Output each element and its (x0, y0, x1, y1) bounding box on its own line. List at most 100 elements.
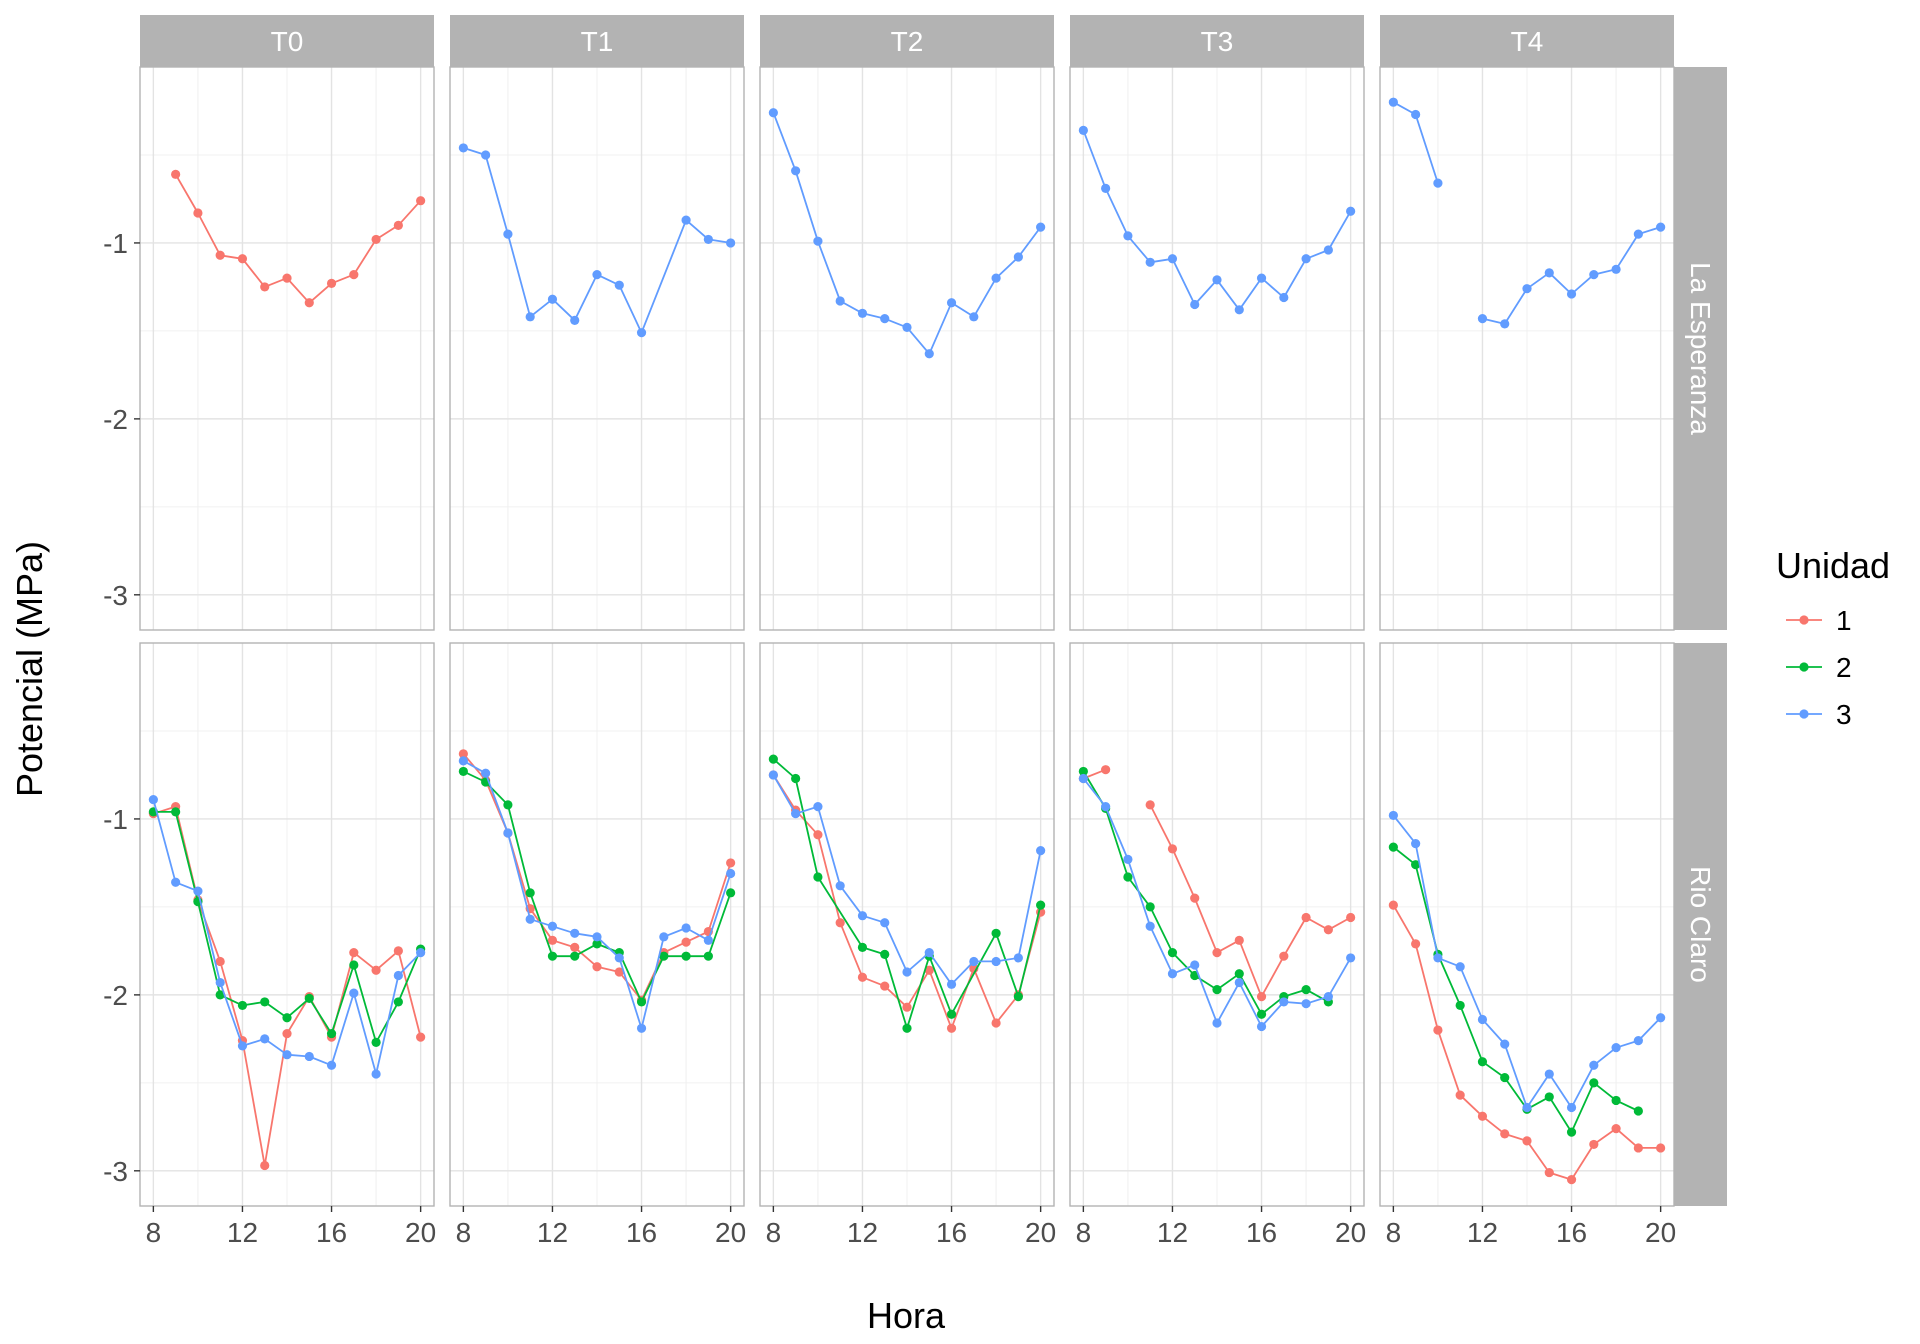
y-tick-label: -1 (103, 228, 128, 259)
data-point-unidad-1 (1323, 925, 1333, 935)
strip-background (450, 15, 744, 67)
legend-key-point (1799, 709, 1809, 719)
data-point-unidad-1 (1566, 1175, 1577, 1185)
data-point-unidad-3 (1633, 1036, 1643, 1046)
x-tick-label: 8 (1076, 1217, 1092, 1248)
data-point-unidad-1 (1477, 1111, 1488, 1121)
data-point-unidad-3 (969, 956, 979, 967)
strip-background (140, 15, 434, 67)
data-point-unidad-3 (215, 977, 225, 988)
data-point-unidad-2 (726, 888, 736, 898)
data-point-unidad-1 (924, 965, 934, 975)
x-tick-label: 20 (715, 1217, 746, 1248)
data-point-unidad-3 (813, 236, 823, 246)
data-point-unidad-2 (813, 872, 823, 882)
x-tick-label: 8 (1386, 1217, 1402, 1248)
data-point-unidad-3 (525, 312, 535, 322)
data-point-unidad-1 (1212, 948, 1222, 958)
data-point-unidad-3 (835, 296, 845, 306)
data-point-unidad-3 (791, 166, 801, 176)
panel-border (139, 642, 435, 1207)
data-point-unidad-3 (681, 923, 691, 933)
legend-entry-2: 2 (1786, 652, 1852, 683)
data-point-unidad-3 (1212, 1018, 1222, 1028)
data-point-unidad-1 (1279, 951, 1289, 961)
data-point-unidad-2 (1167, 948, 1178, 958)
data-point-unidad-1 (304, 298, 314, 308)
data-point-unidad-1 (393, 946, 403, 956)
legend-entry-1: 1 (1786, 605, 1852, 636)
data-point-unidad-1 (1433, 1025, 1443, 1035)
data-point-unidad-3 (1190, 960, 1200, 970)
data-point-unidad-3 (282, 1050, 292, 1060)
x-tick-label: 12 (227, 1217, 258, 1248)
data-point-unidad-3 (636, 1023, 647, 1033)
data-point-unidad-1 (835, 918, 845, 928)
data-point-unidad-3 (1544, 268, 1554, 278)
series-group-T1-la-esperanza (458, 143, 736, 338)
data-point-unidad-3 (1477, 313, 1488, 324)
data-point-unidad-3 (1346, 953, 1356, 963)
strip-background (1674, 643, 1727, 1206)
series-group-T3-la-esperanza (1078, 125, 1356, 315)
data-point-unidad-3 (1123, 231, 1133, 241)
data-point-unidad-3 (813, 802, 823, 812)
data-point-unidad-1 (416, 1032, 426, 1042)
data-point-unidad-1 (1656, 1143, 1666, 1153)
data-point-unidad-3 (1433, 178, 1443, 188)
x-tick-label: 12 (847, 1217, 878, 1248)
data-point-unidad-3 (1388, 97, 1398, 107)
data-point-unidad-3 (1477, 1014, 1488, 1025)
data-point-unidad-1 (1411, 939, 1421, 949)
data-point-unidad-1 (813, 830, 823, 840)
strip-label: T1 (581, 26, 614, 57)
data-point-unidad-2 (857, 942, 868, 952)
series-group-T4-rio-claro (1388, 810, 1666, 1185)
data-point-unidad-3 (1101, 802, 1111, 812)
data-point-unidad-3 (371, 1069, 381, 1079)
data-point-unidad-3 (1500, 1039, 1510, 1049)
data-point-unidad-2 (1013, 992, 1023, 1002)
data-point-unidad-3 (1234, 977, 1244, 988)
data-point-unidad-1 (946, 1023, 957, 1033)
x-tick-label: 16 (1246, 1217, 1277, 1248)
data-point-unidad-2 (503, 800, 513, 810)
data-point-unidad-2 (1500, 1072, 1510, 1083)
data-point-unidad-3 (946, 979, 957, 989)
panel-border (1069, 642, 1365, 1207)
legend-key-point (1799, 615, 1809, 625)
data-point-unidad-1 (1589, 1139, 1599, 1150)
x-tick-label: 12 (1157, 1217, 1188, 1248)
data-point-unidad-2 (991, 928, 1001, 938)
data-point-unidad-2 (1234, 969, 1244, 979)
x-tick-label: 16 (316, 1217, 347, 1248)
data-point-unidad-2 (1455, 1000, 1465, 1011)
y-tick-label: -3 (103, 580, 128, 611)
strip-T3: T3 (1070, 15, 1364, 67)
strip-rio-claro: Rio Claro (1674, 643, 1727, 1206)
data-point-unidad-3 (726, 238, 736, 248)
data-point-unidad-1 (416, 196, 426, 206)
data-point-unidad-3 (1256, 1021, 1267, 1032)
data-point-unidad-3 (1388, 810, 1398, 821)
series-group-T1-rio-claro (458, 749, 736, 1033)
strip-background (1070, 15, 1364, 67)
data-point-unidad-2 (1411, 860, 1421, 870)
data-point-unidad-2 (458, 766, 468, 777)
data-point-unidad-3 (991, 273, 1001, 283)
data-point-unidad-3 (1279, 292, 1289, 303)
data-point-unidad-3 (547, 921, 558, 931)
legend-entry-label: 3 (1836, 699, 1852, 730)
data-point-unidad-2 (636, 997, 647, 1007)
data-point-unidad-1 (902, 1002, 912, 1012)
data-point-unidad-1 (1167, 844, 1178, 854)
data-point-unidad-3 (880, 313, 890, 324)
data-point-unidad-3 (1566, 1102, 1577, 1113)
data-point-unidad-3 (458, 756, 468, 766)
data-point-unidad-3 (525, 914, 535, 924)
data-point-unidad-3 (969, 312, 979, 322)
data-point-unidad-3 (1256, 273, 1267, 283)
data-point-unidad-1 (215, 956, 225, 967)
x-tick-label: 16 (626, 1217, 657, 1248)
